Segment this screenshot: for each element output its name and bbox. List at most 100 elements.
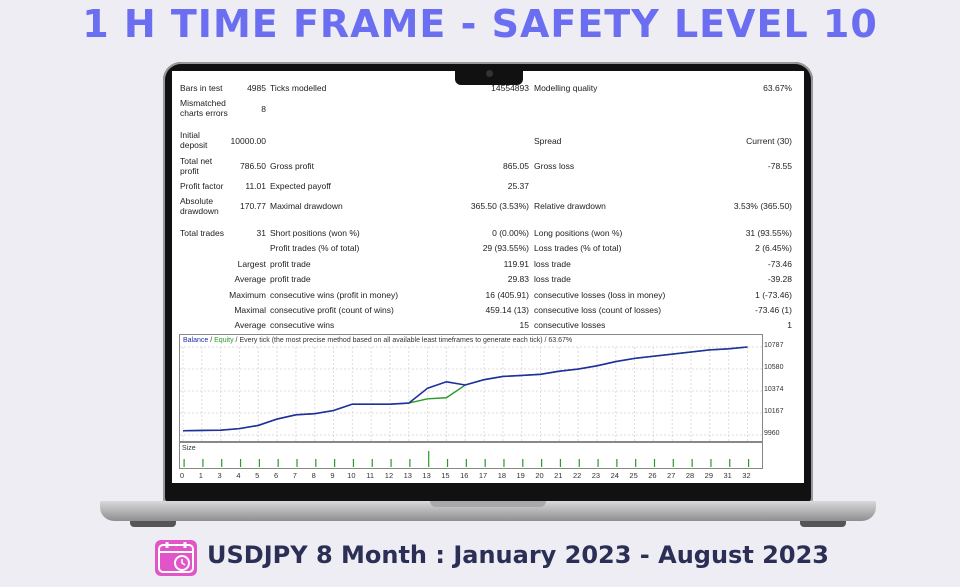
x-tick-label: 0: [179, 471, 185, 480]
largest-label: Largest: [237, 259, 266, 269]
closses-value: 1 (-73.46): [755, 290, 792, 300]
x-tick-label: 17: [478, 471, 488, 480]
x-tick-label: 10: [347, 471, 356, 480]
x-tick-label: 25: [629, 471, 638, 480]
report-row: Average consecutive wins 15 consecutive …: [172, 320, 804, 334]
grossloss-label: Gross loss: [534, 161, 575, 171]
size-bar: [258, 459, 260, 467]
x-tick-label: 31: [723, 471, 732, 480]
size-bar: [296, 459, 298, 467]
deposit-value: 10000.00: [230, 136, 266, 146]
legend-description: / Every tick (the most precise method ba…: [233, 337, 573, 344]
size-chart: Size: [179, 442, 763, 469]
report-row: Profit factor 11.01 Expected payoff 25.3…: [172, 181, 804, 195]
bars-value: 4985: [247, 83, 266, 93]
size-bar: [428, 451, 430, 467]
ticks-label: Ticks modelled: [270, 83, 327, 93]
size-bar: [352, 459, 355, 467]
x-tick-label: 5: [255, 471, 260, 480]
chart-plot: [180, 346, 762, 441]
x-tick-label: 29: [704, 471, 714, 480]
size-bar: [277, 459, 279, 467]
loss-trade-label: loss trade: [534, 259, 571, 269]
footer-caption: USDJPY 8 Month : January 2023 - August 2…: [207, 541, 829, 569]
average-label: Average: [234, 274, 266, 284]
x-tick-label: 27: [667, 471, 676, 480]
size-bar: [616, 459, 618, 467]
cprofit-label: consecutive profit (count of wins): [270, 305, 394, 315]
average-profit-value: 29.83: [507, 274, 529, 284]
x-tick-label: 8: [311, 471, 316, 480]
mismatch-label: Mismatched charts errors: [180, 98, 228, 118]
x-tick-label: 6: [273, 471, 279, 480]
closs-label: consecutive loss (count of losses): [534, 305, 662, 315]
x-tick-label: 11: [366, 471, 375, 480]
x-tick-label: 22: [572, 471, 582, 480]
y-tick-label: 10167: [764, 407, 784, 415]
report-row: Average profit trade 29.83 loss trade -3…: [172, 274, 804, 288]
awins-label: consecutive wins: [270, 320, 335, 330]
x-tick-label: 26: [648, 471, 657, 480]
size-plot: [183, 451, 750, 467]
closses-label: consecutive losses (loss in money): [534, 290, 666, 300]
grossprofit-value: 865.05: [503, 161, 529, 171]
size-bar: [522, 459, 524, 467]
pf-label: Profit factor: [180, 181, 224, 191]
report-row: Mismatched charts errors 8: [172, 98, 804, 118]
x-tick-label: 15: [441, 471, 450, 480]
cwins-label: consecutive wins (profit in money): [270, 290, 399, 300]
report-row: Initial deposit 10000.00 Spread Current …: [172, 130, 804, 150]
x-tick-label: 32: [742, 471, 751, 480]
legend-separator: /: [208, 337, 215, 344]
reldd-value: 3.53% (365.50): [733, 201, 792, 211]
netprofit-value: 786.50: [240, 161, 266, 171]
largest-profit-value: 119.91: [503, 259, 529, 269]
size-bar: [371, 459, 373, 467]
alosses-value: 1: [787, 320, 792, 330]
ticks-value: 14554893: [491, 83, 529, 93]
size-bar: [183, 459, 185, 467]
laptop-base-notch: [430, 501, 546, 507]
report-row: Maximal consecutive profit (count of win…: [172, 305, 804, 319]
report-row: Total net profit 786.50 Gross profit 865…: [172, 156, 804, 176]
report-row: Maximum consecutive wins (profit in mone…: [172, 290, 804, 304]
absdd-label: Absolute drawdown: [180, 196, 219, 216]
camera-icon: [486, 70, 493, 77]
x-tick-label: 28: [685, 471, 695, 480]
pf-value: 11.01: [245, 181, 266, 191]
payoff-value: 25.37: [507, 181, 529, 191]
cwins-value: 16 (405.91): [485, 290, 529, 300]
report-row: Absolute drawdown 170.77 Maximal drawdow…: [172, 196, 804, 216]
quality-value: 63.67%: [763, 83, 792, 93]
profit-trade-label: profit trade: [270, 259, 311, 269]
x-tick-label: 16: [460, 471, 469, 480]
size-bar: [409, 459, 411, 467]
legend-equity: Equity: [214, 337, 234, 344]
size-bar: [653, 459, 656, 467]
trades-label: Total trades: [180, 228, 224, 238]
payoff-label: Expected payoff: [270, 181, 331, 191]
laptop-foot: [800, 521, 846, 527]
grossloss-value: -78.55: [767, 161, 792, 171]
x-tick-label: 3: [217, 471, 222, 480]
report-row: Bars in test 4985 Ticks modelled 1455489…: [172, 83, 804, 97]
size-bar: [390, 459, 392, 467]
report-row: Profit trades (% of total) 29 (93.55%) L…: [172, 243, 804, 257]
balance-line: [182, 346, 748, 432]
closs-value: -73.46 (1): [755, 305, 792, 315]
y-tick-label: 10787: [764, 342, 784, 349]
size-bar: [503, 459, 505, 467]
x-tick-label: 7: [292, 471, 297, 480]
long-value: 31 (93.55%): [745, 228, 792, 238]
x-tick-label: 20: [535, 471, 544, 480]
average2-label: Average: [234, 320, 266, 330]
size-bar: [729, 459, 731, 467]
y-tick-label: 10580: [764, 364, 784, 372]
spread-label: Spread: [534, 136, 562, 146]
trades-value: 31: [256, 228, 266, 238]
laptop-base: [100, 501, 876, 521]
quality-label: Modelling quality: [534, 83, 598, 93]
lt-label: Loss trades (% of total): [534, 243, 622, 253]
size-bar: [484, 459, 486, 467]
mismatch-value: 8: [261, 104, 266, 114]
